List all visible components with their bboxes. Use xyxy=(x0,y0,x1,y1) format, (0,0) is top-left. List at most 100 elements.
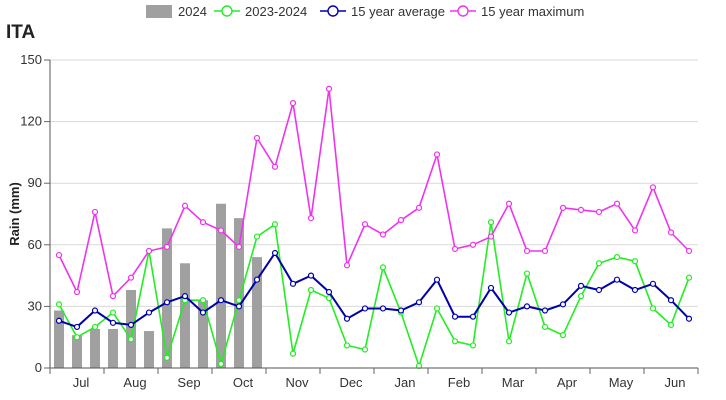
data-point xyxy=(487,284,495,292)
data-point xyxy=(163,354,171,361)
data-point xyxy=(73,323,81,331)
data-point xyxy=(307,272,315,279)
data-point xyxy=(361,305,369,312)
data-point xyxy=(577,293,585,300)
data-point xyxy=(199,219,207,226)
bar xyxy=(216,203,226,368)
bar xyxy=(234,218,244,368)
x-tick-label: Jan xyxy=(395,375,416,390)
legend-label: 15 year average xyxy=(351,4,445,19)
data-point xyxy=(91,323,99,331)
data-point xyxy=(415,204,423,211)
data-point xyxy=(559,332,567,339)
data-point xyxy=(271,249,279,257)
data-point xyxy=(325,85,333,92)
bar xyxy=(198,300,208,368)
x-tick-label: Apr xyxy=(557,375,578,390)
data-point xyxy=(361,346,369,353)
data-point xyxy=(181,293,189,300)
data-point xyxy=(343,342,351,349)
bar xyxy=(144,331,154,368)
data-point xyxy=(685,274,693,281)
data-point xyxy=(181,202,189,209)
data-point xyxy=(649,184,657,191)
data-point xyxy=(109,309,117,316)
data-point xyxy=(685,247,693,255)
x-tick-label: Oct xyxy=(233,375,254,390)
bar xyxy=(72,335,82,368)
data-point xyxy=(595,208,603,216)
series-line xyxy=(55,85,693,300)
data-point xyxy=(397,217,405,224)
data-point xyxy=(55,317,63,324)
data-point xyxy=(55,251,63,259)
data-point xyxy=(145,247,153,255)
data-point xyxy=(379,264,387,271)
data-point xyxy=(163,299,171,306)
data-point xyxy=(631,227,639,234)
y-tick-label: 60 xyxy=(28,237,42,252)
data-point xyxy=(325,288,333,296)
data-point xyxy=(631,258,639,265)
y-tick-label: 150 xyxy=(20,52,42,67)
y-axis-ticks: 0 30 60 90 120 150 xyxy=(20,52,50,375)
bar xyxy=(252,257,262,368)
data-point xyxy=(613,276,621,283)
legend-item: 15 year average xyxy=(320,4,445,19)
x-tick-label: Sep xyxy=(177,375,200,390)
x-tick-label: Mar xyxy=(502,375,525,390)
legend-label: 2024 xyxy=(178,4,207,19)
data-point xyxy=(541,307,549,314)
data-point xyxy=(451,338,459,345)
data-point xyxy=(523,247,531,255)
data-point xyxy=(667,321,675,328)
legend-marker xyxy=(327,5,339,17)
data-point xyxy=(271,221,279,228)
data-point xyxy=(433,305,441,312)
data-point xyxy=(199,297,207,304)
data-point xyxy=(685,315,693,322)
data-point xyxy=(649,280,657,287)
data-point xyxy=(505,309,513,316)
grid xyxy=(50,59,698,307)
data-point xyxy=(451,313,459,320)
data-point xyxy=(379,231,387,238)
data-point xyxy=(343,315,351,322)
data-point xyxy=(505,200,513,207)
legend-item: 2023-2024 xyxy=(214,4,307,19)
legend-marker xyxy=(221,5,233,17)
data-point xyxy=(199,309,207,316)
bar xyxy=(126,289,136,368)
data-point xyxy=(217,297,225,304)
data-point xyxy=(433,151,441,158)
data-point xyxy=(91,208,99,216)
data-point xyxy=(559,301,567,308)
data-point xyxy=(451,245,459,253)
legend-label: 15 year maximum xyxy=(481,4,584,19)
x-tick-label: Jun xyxy=(665,375,686,390)
data-point xyxy=(235,243,243,250)
data-point xyxy=(541,247,549,255)
data-point xyxy=(235,297,243,304)
data-point xyxy=(127,336,135,343)
data-point xyxy=(217,227,225,234)
data-point xyxy=(469,241,477,248)
bar xyxy=(180,263,190,368)
legend: 2024 2023-2024 15 year average 15 year maxi… xyxy=(146,4,584,19)
data-point xyxy=(469,313,477,320)
data-point xyxy=(379,305,387,312)
x-tick-label: Dec xyxy=(339,375,363,390)
data-point xyxy=(109,319,117,326)
data-point xyxy=(289,350,297,357)
data-point xyxy=(505,338,513,345)
data-point xyxy=(145,309,153,316)
data-point xyxy=(433,276,441,283)
legend-item: 15 year maximum xyxy=(450,4,584,19)
legend-swatch xyxy=(146,5,172,18)
bar xyxy=(90,328,100,368)
chart-title: ITA xyxy=(6,22,35,43)
x-axis-ticks: Jul Aug Sep Oct Nov Dec Jan Feb Mar Apr May Jun xyxy=(49,368,699,390)
data-point xyxy=(289,100,297,107)
data-point xyxy=(613,200,621,207)
data-point xyxy=(127,321,135,328)
